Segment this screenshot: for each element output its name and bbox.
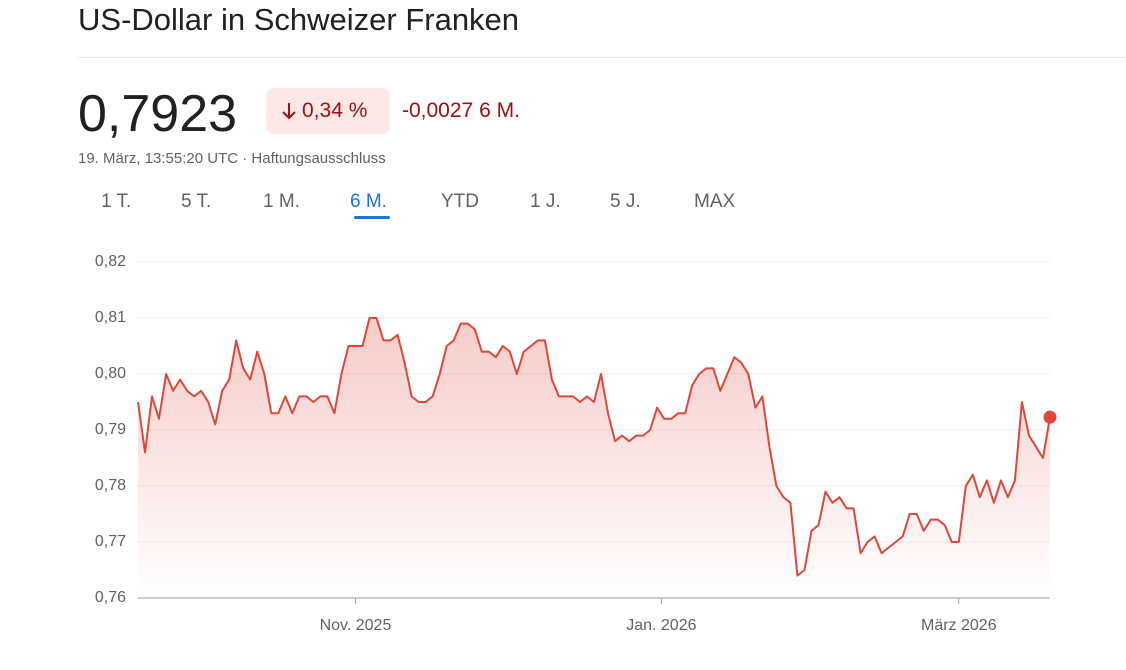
- tab-underline: [354, 216, 390, 219]
- price: 0,7923: [78, 85, 238, 143]
- change-abs: -0,0027 6 M.: [402, 99, 520, 123]
- last-point: [1043, 410, 1057, 424]
- down-arrow: [282, 103, 296, 120]
- range-tab[interactable]: 6 M.: [350, 191, 387, 212]
- y-tick-label: 0,79: [95, 421, 126, 438]
- y-tick-label: 0,76: [95, 589, 126, 606]
- line: [137, 317, 1051, 577]
- chart: 0,76 0,77 0,78 0,79 0,80 0,81 0,82 Nov. 2025 Jan…: [95, 253, 1057, 634]
- range-tab[interactable]: 5 T.: [181, 191, 212, 212]
- timestamp-text: 19. März, 13:55:20 UTC: [78, 150, 239, 167]
- range-tab[interactable]: MAX: [694, 191, 736, 212]
- x-tick-label: Nov. 2025: [320, 617, 392, 634]
- x-tick-label: Jan. 2026: [626, 617, 696, 634]
- y-tick-label: 0,78: [95, 477, 126, 494]
- change-value: -0,0027: [402, 99, 474, 122]
- change-percent: 0,34 %: [302, 99, 368, 122]
- y-tick-label: 0,81: [95, 309, 126, 326]
- range-tab[interactable]: 5 J.: [610, 191, 641, 212]
- y-tick-label: 0,80: [95, 365, 126, 382]
- y-tick-label: 0,82: [95, 253, 126, 270]
- change-badge: 0,34 %: [266, 88, 390, 134]
- y-tick-label: 0,77: [95, 533, 126, 550]
- range-tab[interactable]: 1 T.: [101, 191, 132, 212]
- disclaimer[interactable]: Haftungsausschluss: [251, 150, 386, 167]
- timestamp: 19. März, 13:55:20 UTC · Haftungsausschl…: [78, 150, 386, 167]
- change-period: 6 M.: [479, 99, 520, 122]
- range-tab[interactable]: YTD: [441, 191, 479, 212]
- range-tab[interactable]: 1 M.: [263, 191, 300, 212]
- divider: [78, 57, 1126, 58]
- range-tab[interactable]: 1 J.: [530, 191, 561, 212]
- title: US-Dollar in Schweizer Franken: [78, 2, 520, 37]
- area: [138, 318, 1050, 598]
- x-tick-label: März 2026: [921, 617, 997, 634]
